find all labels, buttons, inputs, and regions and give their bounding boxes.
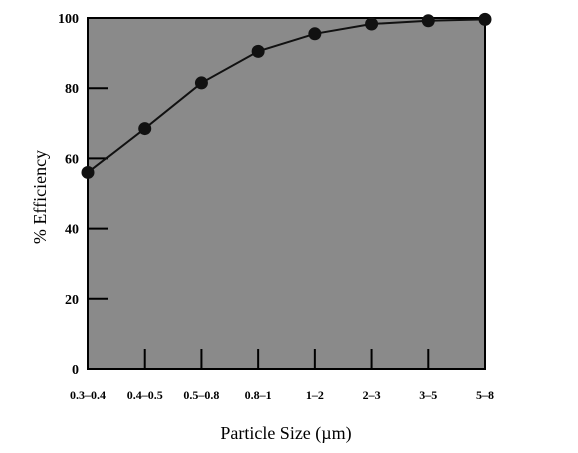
- y-tick-label: 80: [65, 82, 79, 97]
- y-tick-label: 40: [65, 223, 79, 238]
- x-tick-label: 1–2: [306, 388, 324, 402]
- x-tick-label: 2–3: [363, 388, 381, 402]
- y-tick-label: 100: [58, 12, 79, 27]
- data-point: [308, 27, 322, 41]
- efficiency-line: [87, 18, 486, 174]
- x-tick-label: 0.5–0.8: [183, 388, 219, 402]
- x-tick-label: 0.4–0.5: [127, 388, 163, 402]
- data-point: [365, 17, 379, 31]
- x-tick-label: 3–5: [419, 388, 437, 402]
- y-tick-label: 60: [65, 152, 79, 167]
- y-tick-label: 0: [72, 363, 79, 378]
- data-markers: [81, 12, 492, 179]
- data-point: [251, 44, 265, 58]
- y-axis: 0 20 40 60 80 100: [58, 12, 108, 378]
- x-axis-title: Particle Size (µm): [220, 423, 351, 444]
- y-axis-title: % Efficiency: [30, 150, 50, 244]
- x-tick-label: 5–8: [476, 388, 494, 402]
- x-tick-label: 0.8–1: [245, 388, 272, 402]
- y-tick-label: 20: [65, 293, 79, 308]
- plot-area: [87, 17, 486, 370]
- x-axis: 0.3–0.4 0.4–0.5 0.5–0.8 0.8–1 1–2 2–3 3–5 5–8: [70, 349, 494, 402]
- data-point: [194, 76, 208, 90]
- data-point: [478, 12, 492, 26]
- data-point: [421, 14, 435, 28]
- x-tick-label: 0.3–0.4: [70, 388, 106, 402]
- data-point: [138, 122, 152, 136]
- data-point: [81, 165, 95, 179]
